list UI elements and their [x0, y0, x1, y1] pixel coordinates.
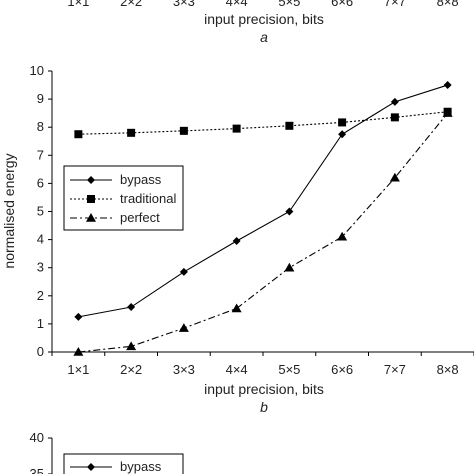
point-traditional: [74, 130, 83, 139]
point-perfect: [442, 108, 453, 117]
y-tick-label: 8: [37, 119, 44, 134]
point-traditional: [285, 121, 294, 130]
x-tick-label: 3×3: [173, 362, 195, 377]
top-x-tick-label: 2×2: [120, 0, 142, 9]
top-subfigure-label: a: [260, 29, 268, 45]
point-traditional: [127, 128, 136, 137]
bottom-chart-fragment: 40 35 bypass: [30, 430, 184, 474]
point-perfect: [231, 303, 242, 313]
bottom-legend-box: [63, 453, 184, 474]
point-perfect: [73, 347, 84, 356]
series-line-traditional: [78, 111, 448, 135]
point-traditional: [179, 126, 188, 135]
series-line-bypass: [78, 84, 448, 318]
legend-label-perfect: perfect: [120, 210, 160, 225]
x-tick-label: 5×5: [278, 362, 300, 377]
point-bypass: [390, 97, 399, 106]
legend-label-bypass: bypass: [120, 172, 162, 187]
legend-label-traditional: traditional: [120, 191, 176, 206]
point-traditional: [338, 118, 347, 127]
top-x-tick-label: 8×8: [437, 0, 459, 9]
plot-area: 0 1 2 3 4 5 6 7 8 9 10 1×1 2×2 3×3 4×4 5×5 6×6 7×7 8×8 bypa…: [30, 63, 474, 377]
top-x-tick-label: 1×1: [67, 0, 89, 9]
y-tick-label: 10: [30, 63, 44, 78]
point-perfect: [178, 323, 189, 332]
point-traditional: [232, 124, 241, 133]
y-tick-label: 6: [37, 175, 44, 190]
y-axis-title: normalised energy: [1, 153, 17, 268]
point-bypass: [74, 312, 83, 321]
top-x-tick-label: 5×5: [278, 0, 300, 9]
point-perfect: [337, 231, 348, 241]
x-tick-label: 7×7: [384, 362, 406, 377]
y-tick-label: 5: [37, 204, 44, 219]
x-tick-label: 1×1: [67, 362, 89, 377]
bottom-legend-marker: [87, 463, 95, 471]
legend-marker-bypass: [87, 176, 95, 184]
legend-marker-traditional: [87, 195, 95, 203]
y-tick-label: 7: [37, 147, 44, 162]
series-line-perfect: [78, 112, 449, 353]
x-tick-label: 8×8: [437, 362, 459, 377]
subfigure-label: b: [260, 399, 268, 415]
y-tick-label: 3: [37, 260, 44, 275]
bottom-y-tick-label: 35: [30, 466, 44, 474]
top-x-tick-label: 3×3: [173, 0, 195, 9]
top-x-axis-title: input precision, bits: [204, 11, 324, 27]
top-x-tick-label: 6×6: [331, 0, 353, 9]
bottom-legend-label: bypass: [120, 459, 162, 474]
point-bypass: [285, 207, 294, 216]
legend-marker-perfect: [86, 213, 96, 222]
point-bypass: [179, 267, 188, 276]
y-tick-label: 0: [37, 344, 44, 359]
y-tick-label: 4: [37, 232, 44, 247]
x-tick-label: 4×4: [226, 362, 248, 377]
x-axis-title: input precision, bits: [204, 381, 324, 397]
x-tick-label: 6×6: [331, 362, 353, 377]
y-tick-label: 2: [37, 288, 44, 303]
top-chart-fragment: 1×1 2×2 3×3 4×4 5×5 6×6 7×7 8×8: [67, 0, 458, 9]
y-tick-label: 1: [37, 316, 44, 331]
point-bypass: [232, 237, 241, 246]
point-bypass: [127, 303, 136, 312]
point-perfect: [126, 341, 137, 351]
top-x-tick-label: 4×4: [226, 0, 248, 9]
top-x-tick-label: 7×7: [384, 0, 406, 9]
point-perfect: [284, 262, 295, 272]
point-perfect: [389, 172, 400, 182]
point-bypass: [338, 130, 347, 139]
bottom-y-tick-label: 40: [30, 430, 44, 445]
x-tick-label: 2×2: [120, 362, 142, 377]
legend-box: [63, 165, 184, 231]
y-tick-label: 9: [37, 91, 44, 106]
point-traditional: [390, 113, 399, 122]
point-bypass: [443, 81, 452, 90]
